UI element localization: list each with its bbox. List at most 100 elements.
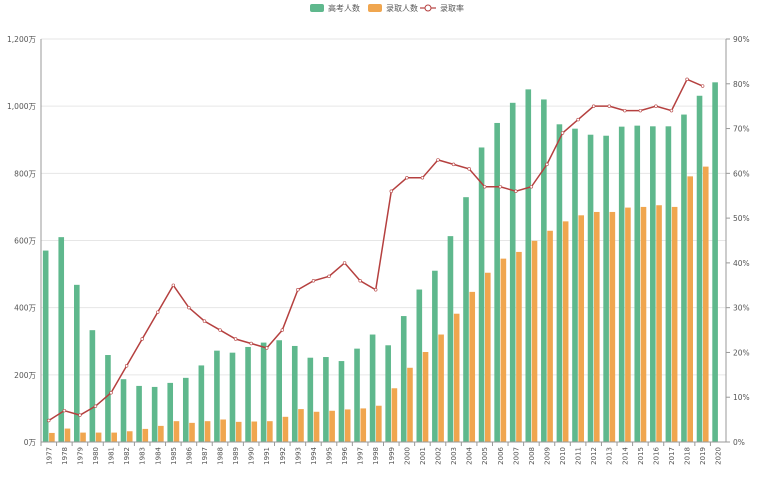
bar-admitted <box>173 421 180 442</box>
rate-point <box>47 418 51 423</box>
legend-swatch-admitted[interactable] <box>368 4 382 12</box>
y-right-tick-label: 0% <box>733 438 745 447</box>
bar-admitted <box>251 421 258 442</box>
x-tick-label: 2008 <box>528 447 536 465</box>
rate-point <box>436 158 440 162</box>
x-tick-label: 1981 <box>108 447 116 465</box>
legend-label-exam-takers[interactable]: 高考人数 <box>328 3 360 13</box>
bar-exam-takers <box>229 352 236 442</box>
x-tick-label: 2006 <box>497 446 505 464</box>
x-tick-label: 2001 <box>419 447 427 465</box>
bar-exam-takers <box>681 114 687 442</box>
legend-label-admitted[interactable]: 录取人数 <box>386 3 418 13</box>
bar-exam-takers <box>541 99 547 442</box>
y-right-tick-label: 80% <box>733 80 750 89</box>
bar-admitted <box>80 432 86 442</box>
bar-exam-takers <box>214 350 220 442</box>
rate-point <box>280 328 285 332</box>
bar-admitted <box>220 419 226 442</box>
x-tick-label: 2007 <box>512 447 520 465</box>
bar-admitted <box>189 422 195 442</box>
rate-point <box>560 131 565 135</box>
rate-point <box>638 108 643 113</box>
rate-point <box>654 104 658 108</box>
bar-exam-takers <box>509 102 516 442</box>
rate-point <box>623 108 627 113</box>
gridlines <box>41 38 726 443</box>
bar-admitted <box>422 351 429 442</box>
bar-admitted <box>609 211 616 442</box>
x-tick-label: 2004 <box>466 446 474 464</box>
bar-exam-takers <box>634 125 641 443</box>
bar-admitted <box>516 251 522 442</box>
rate-point <box>514 189 518 193</box>
bar-admitted <box>547 230 553 442</box>
x-tick-label: 2012 <box>590 447 598 465</box>
bar-admitted <box>360 408 367 442</box>
bar-exam-takers <box>198 365 205 442</box>
bar-admitted <box>142 428 149 442</box>
bar-exam-takers <box>136 385 142 442</box>
x-tick-label: 1984 <box>154 446 162 464</box>
bar-admitted <box>95 432 102 442</box>
bar-admitted <box>656 205 662 442</box>
x-tick-label: 1992 <box>279 447 287 465</box>
x-tick-label: 1997 <box>357 447 365 465</box>
y-right-tick-label: 70% <box>733 125 750 134</box>
bar-exam-takers <box>323 357 329 442</box>
x-tick-label: 2002 <box>434 447 442 465</box>
x-tick-label: 1994 <box>310 446 318 464</box>
rate-point <box>249 341 253 346</box>
bar-admitted <box>578 215 585 442</box>
rate-point <box>591 104 596 108</box>
rate-point <box>78 413 82 417</box>
y-left-tick-label: 600万 <box>14 237 36 246</box>
x-tick-label: 1988 <box>217 447 225 465</box>
bar-admitted <box>313 411 320 442</box>
bar-admitted <box>562 221 569 442</box>
x-tick-label: 2013 <box>606 447 614 465</box>
y-right-tick-label: 50% <box>733 214 750 223</box>
x-tick-label: 1982 <box>123 447 131 465</box>
bar-exam-takers <box>650 126 656 443</box>
rate-point <box>171 283 176 287</box>
bar-exam-takers <box>42 250 49 442</box>
bar-admitted <box>329 410 335 442</box>
x-tick-label: 2014 <box>621 446 629 464</box>
bars <box>42 82 718 443</box>
bar-admitted <box>531 240 538 442</box>
x-tick-label: 2009 <box>543 447 551 465</box>
rate-point <box>140 337 144 341</box>
bar-admitted <box>376 405 382 442</box>
bar-exam-takers <box>167 382 174 442</box>
bar-admitted <box>235 421 242 442</box>
bar-exam-takers <box>291 345 298 442</box>
bar-admitted <box>267 421 273 442</box>
rate-point <box>420 176 425 180</box>
bar-admitted <box>126 431 133 442</box>
bar-admitted <box>671 206 678 442</box>
bar-admitted <box>158 425 164 442</box>
bar-admitted <box>407 367 413 442</box>
legend-label-rate[interactable]: 录取率 <box>440 3 464 13</box>
bar-exam-takers <box>432 270 438 442</box>
x-tick-label: 1987 <box>201 447 209 465</box>
rate-point <box>342 261 347 265</box>
bar-exam-takers <box>712 82 718 442</box>
x-tick-label: 2000 <box>403 447 411 465</box>
rate-point <box>218 328 222 332</box>
x-tick-label: 1998 <box>372 447 380 465</box>
rate-point <box>187 305 191 310</box>
rate-point <box>93 404 98 408</box>
bar-exam-takers <box>120 379 127 442</box>
rate-point <box>62 408 67 413</box>
bar-exam-takers <box>463 197 469 442</box>
legend-swatch-exam-takers[interactable] <box>310 4 324 12</box>
bar-exam-takers <box>385 345 391 442</box>
rate-point <box>405 176 409 180</box>
y-left-tick-label: 200万 <box>14 371 36 380</box>
rate-point <box>685 77 689 82</box>
bar-exam-takers <box>105 355 111 442</box>
bar-exam-takers <box>182 377 189 442</box>
